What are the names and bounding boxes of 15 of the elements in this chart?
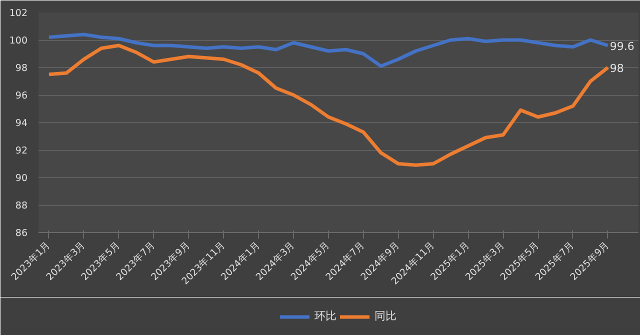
line-series (47, 32, 610, 68)
y-tick-label: 98 (15, 63, 28, 74)
data-label: 99.6 (610, 40, 634, 53)
line-series (47, 44, 610, 167)
data-label: 98 (610, 62, 624, 75)
y-tick-label: 94 (15, 118, 28, 129)
y-tick-label: 102 (9, 8, 28, 19)
y-tick-label: 90 (15, 173, 28, 184)
y-tick-label: 92 (15, 146, 28, 156)
legend-label: 环比 (314, 308, 336, 324)
y-tick-label: 86 (15, 228, 28, 239)
y-tick-label: 88 (15, 200, 28, 212)
legend-label: 同比 (374, 308, 396, 324)
y-tick-label: 96 (15, 90, 28, 102)
y-tick-label: 100 (9, 36, 28, 46)
